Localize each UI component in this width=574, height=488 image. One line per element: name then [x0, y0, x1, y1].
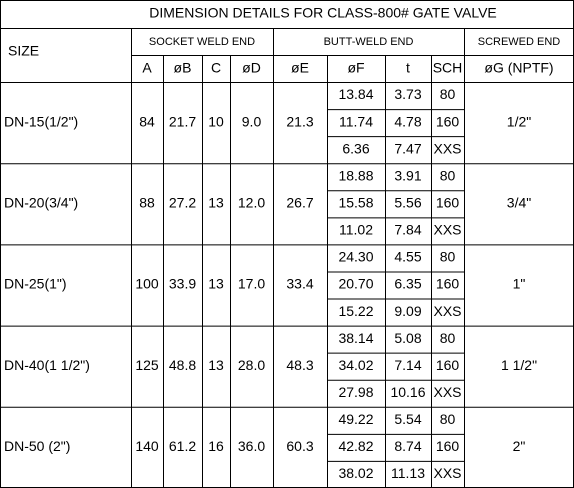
column-header: øD — [242, 60, 261, 76]
column-header: øE — [291, 60, 309, 76]
group-header: BUTT-WELD END — [324, 36, 414, 48]
pipe-cell: 49.22 — [338, 411, 373, 427]
pipe-cell: 27.98 — [338, 384, 373, 400]
pipe-cell: 80 — [440, 167, 456, 183]
value-cell: 13 — [208, 357, 224, 373]
pipe-cell: 80 — [440, 86, 456, 102]
pipe-cell: 3.73 — [394, 86, 421, 102]
pipe-cell: 6.35 — [394, 276, 421, 292]
size-cell: DN-50 (2") — [4, 438, 70, 454]
group-header: SOCKET WELD END — [149, 36, 255, 48]
pipe-cell: 80 — [440, 330, 456, 346]
pipe-cell: 7.84 — [394, 222, 421, 238]
pipe-cell: 80 — [440, 249, 456, 265]
size-header: SIZE — [8, 43, 39, 59]
pipe-cell: 9.09 — [394, 303, 421, 319]
pipe-cell: 5.56 — [394, 195, 421, 211]
pipe-cell: 38.14 — [338, 330, 373, 346]
pipe-cell: 15.22 — [338, 303, 373, 319]
value-cell: 17.0 — [238, 276, 265, 292]
value-cell: 48.8 — [169, 357, 196, 373]
pipe-cell: 8.74 — [394, 438, 421, 454]
pipe-cell: 13.84 — [338, 86, 373, 102]
pipe-cell: 4.55 — [394, 249, 421, 265]
value-cell: 100 — [135, 276, 159, 292]
value-cell: 9.0 — [242, 113, 262, 129]
pipe-cell: 160 — [436, 195, 460, 211]
column-header: t — [406, 60, 410, 76]
thread-cell: 3/4" — [507, 195, 531, 211]
pipe-cell: 160 — [436, 357, 460, 373]
value-cell: 36.0 — [238, 438, 265, 454]
value-cell: 60.3 — [286, 438, 313, 454]
value-cell: 33.4 — [286, 276, 313, 292]
column-header: A — [142, 60, 152, 76]
pipe-cell: 15.58 — [338, 195, 373, 211]
pipe-cell: 24.30 — [338, 249, 373, 265]
value-cell: 140 — [135, 438, 159, 454]
size-cell: DN-20(3/4") — [4, 195, 78, 211]
value-cell: 12.0 — [238, 195, 265, 211]
pipe-cell: 6.36 — [342, 140, 369, 156]
value-cell: 13 — [208, 276, 224, 292]
pipe-cell: 5.54 — [394, 411, 421, 427]
pipe-cell: 11.74 — [339, 113, 373, 129]
value-cell: 10 — [208, 113, 224, 129]
value-cell: 88 — [139, 195, 155, 211]
value-cell: 13 — [208, 195, 224, 211]
pipe-cell: 160 — [436, 113, 460, 129]
pipe-cell: 18.88 — [338, 167, 373, 183]
column-header: øG (NPTF) — [484, 60, 553, 76]
value-cell: 125 — [135, 357, 159, 373]
size-cell: DN-25(1") — [4, 276, 67, 292]
pipe-cell: 38.02 — [338, 465, 373, 481]
pipe-cell: XXS — [433, 222, 461, 238]
pipe-cell: 160 — [436, 276, 460, 292]
value-cell: 61.2 — [169, 438, 196, 454]
pipe-cell: 7.47 — [394, 140, 421, 156]
pipe-cell: 5.08 — [394, 330, 421, 346]
pipe-cell: 34.02 — [338, 357, 373, 373]
value-cell: 33.9 — [169, 276, 196, 292]
value-cell: 28.0 — [238, 357, 265, 373]
pipe-cell: XXS — [433, 384, 461, 400]
pipe-cell: 10.16 — [390, 384, 425, 400]
pipe-cell: 42.82 — [338, 438, 373, 454]
value-cell: 84 — [139, 113, 155, 129]
value-cell: 48.3 — [286, 357, 313, 373]
pipe-cell: 7.14 — [394, 357, 421, 373]
value-cell: 21.7 — [169, 113, 196, 129]
thread-cell: 1/2" — [507, 113, 531, 129]
pipe-cell: 20.70 — [338, 276, 373, 292]
pipe-cell: XXS — [433, 140, 461, 156]
pipe-cell: 11.13 — [391, 465, 425, 481]
size-cell: DN-40(1 1/2") — [4, 357, 90, 373]
value-cell: 27.2 — [169, 195, 196, 211]
thread-cell: 2" — [513, 438, 526, 454]
table-title: DIMENSION DETAILS FOR CLASS-800# GATE VA… — [149, 5, 497, 21]
value-cell: 16 — [208, 438, 224, 454]
column-header: SCH — [433, 60, 463, 76]
group-header: SCREWED END — [478, 36, 561, 48]
value-cell: 21.3 — [286, 113, 313, 129]
pipe-cell: XXS — [433, 303, 461, 319]
thread-cell: 1 1/2" — [501, 357, 537, 373]
column-header: øB — [174, 60, 192, 76]
column-header: C — [211, 60, 221, 76]
pipe-cell: 11.02 — [339, 222, 373, 238]
pipe-cell: 3.91 — [394, 167, 421, 183]
pipe-cell: 160 — [436, 438, 460, 454]
pipe-cell: 4.78 — [394, 113, 421, 129]
size-cell: DN-15(1/2") — [4, 113, 78, 129]
pipe-cell: 80 — [440, 411, 456, 427]
thread-cell: 1" — [513, 276, 526, 292]
column-header: øF — [347, 60, 364, 76]
pipe-cell: XXS — [433, 465, 461, 481]
value-cell: 26.7 — [286, 195, 313, 211]
